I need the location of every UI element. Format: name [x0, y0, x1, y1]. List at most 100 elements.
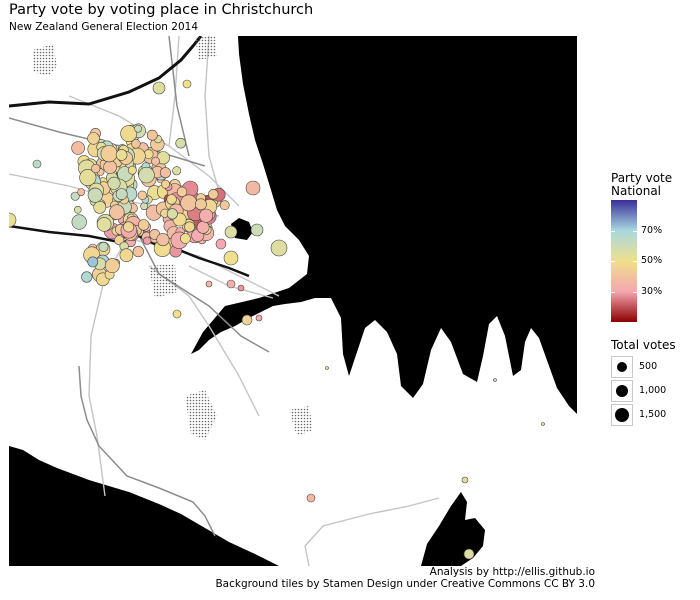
voting-place-point: [107, 176, 121, 190]
voting-place-point: [98, 241, 109, 252]
voting-place-point: [159, 167, 171, 179]
voting-place-point: [270, 239, 288, 257]
voting-place-point: [115, 188, 128, 200]
voting-place-point: [325, 366, 329, 370]
color-tick-mark: [611, 291, 615, 293]
color-legend-title-1: Party vote: [611, 171, 673, 185]
voting-place-point: [140, 202, 149, 211]
voting-place-point: [166, 208, 178, 220]
voting-place-point: [87, 132, 100, 145]
voting-place-point: [143, 236, 152, 245]
voting-place-point: [152, 81, 166, 95]
color-tick-mark: [611, 261, 615, 262]
voting-place-point: [461, 476, 469, 484]
voting-place-point: [182, 79, 192, 89]
voting-place-point: [119, 248, 134, 262]
voting-place-point: [151, 156, 160, 166]
color-tick-label: 50%: [641, 255, 663, 266]
voting-place-point: [9, 212, 17, 228]
voting-place-point: [91, 163, 101, 174]
voting-place-point: [172, 309, 182, 319]
tiles-credit: Background tiles by Stamen Design under …: [215, 578, 595, 590]
voting-place-point: [138, 166, 155, 184]
color-tick-mark: [633, 230, 637, 232]
voting-place-point: [194, 198, 207, 211]
voting-place-point: [134, 124, 143, 133]
voting-place-point: [250, 223, 264, 237]
voting-place-point: [219, 200, 230, 211]
voting-place-point: [81, 271, 93, 283]
voting-place-point: [241, 314, 253, 326]
voting-place-point: [226, 279, 236, 289]
voting-place-point: [541, 422, 545, 426]
voting-place-point: [87, 256, 99, 268]
voting-place-point: [70, 191, 80, 201]
voting-place-point: [180, 233, 191, 244]
voting-place-point: [223, 250, 239, 266]
size-key-box: [611, 404, 633, 426]
map-panel: [9, 36, 577, 566]
voting-place-point: [166, 194, 177, 205]
voting-place-point: [87, 187, 103, 203]
voting-place-point: [215, 238, 227, 250]
akaroa-harbour: [421, 492, 485, 566]
color-tick-label: 70%: [641, 224, 663, 236]
voting-place-point: [175, 137, 186, 149]
voting-place-point: [237, 284, 245, 292]
size-key-label: 500: [639, 361, 658, 372]
voting-place-point: [120, 125, 138, 143]
voting-place-point: [224, 225, 238, 239]
voting-place-point: [161, 179, 170, 189]
voting-place-point: [146, 129, 158, 141]
waimakariri-river: [9, 36, 203, 108]
color-legend-title-2: National: [611, 184, 662, 198]
voting-place-point: [199, 208, 214, 223]
voting-place-point: [103, 160, 117, 174]
analysis-credit: Analysis by http://ellis.github.io: [429, 566, 595, 578]
size-key-label: 1,500: [639, 409, 667, 420]
voting-place-point: [79, 169, 97, 187]
voting-place-point: [205, 280, 213, 288]
size-legend-title: Total votes: [611, 338, 676, 352]
voting-place-point: [132, 246, 144, 258]
voting-place-point: [196, 220, 210, 234]
voting-place-point: [184, 221, 195, 233]
lake-ellesmere: [9, 446, 279, 566]
color-legend-bar: [611, 200, 637, 322]
voting-place-point: [123, 221, 135, 233]
voting-place-point: [137, 190, 148, 201]
voting-place-point: [255, 314, 263, 322]
voting-place-point: [245, 180, 261, 196]
voting-place-point: [100, 145, 118, 163]
voting-place-point: [176, 186, 188, 198]
voting-place-point: [306, 493, 316, 503]
color-tick-mark: [633, 291, 637, 293]
pegasus-bay: [191, 36, 577, 414]
dotted-areas: [33, 36, 313, 440]
voting-places: [9, 79, 545, 560]
voting-place-point: [138, 219, 150, 231]
voting-place-point: [131, 139, 141, 149]
voting-place-point: [172, 166, 182, 176]
size-key-label: 1,000: [639, 385, 667, 396]
color-tick-mark: [633, 261, 637, 262]
voting-place-point: [156, 233, 170, 247]
voting-place-point: [493, 378, 497, 382]
size-key-dot: [616, 361, 628, 373]
voting-place-point: [32, 159, 42, 169]
voting-place-point: [96, 217, 112, 232]
size-key-box: [611, 380, 633, 402]
voting-place-point: [74, 206, 82, 214]
voting-place-point: [71, 214, 87, 230]
map-title: Party vote by voting place in Christchur…: [9, 2, 314, 18]
size-key-dot: [615, 408, 629, 422]
voting-place-point: [115, 149, 128, 161]
voting-place-point: [180, 194, 198, 212]
size-key-dot: [615, 384, 629, 398]
color-tick-mark: [611, 230, 615, 232]
voting-place-point: [463, 548, 475, 560]
voting-place-point: [127, 165, 137, 175]
voting-place-point: [109, 204, 125, 220]
color-tick-label: 30%: [641, 285, 663, 297]
size-key-box: [611, 356, 633, 378]
